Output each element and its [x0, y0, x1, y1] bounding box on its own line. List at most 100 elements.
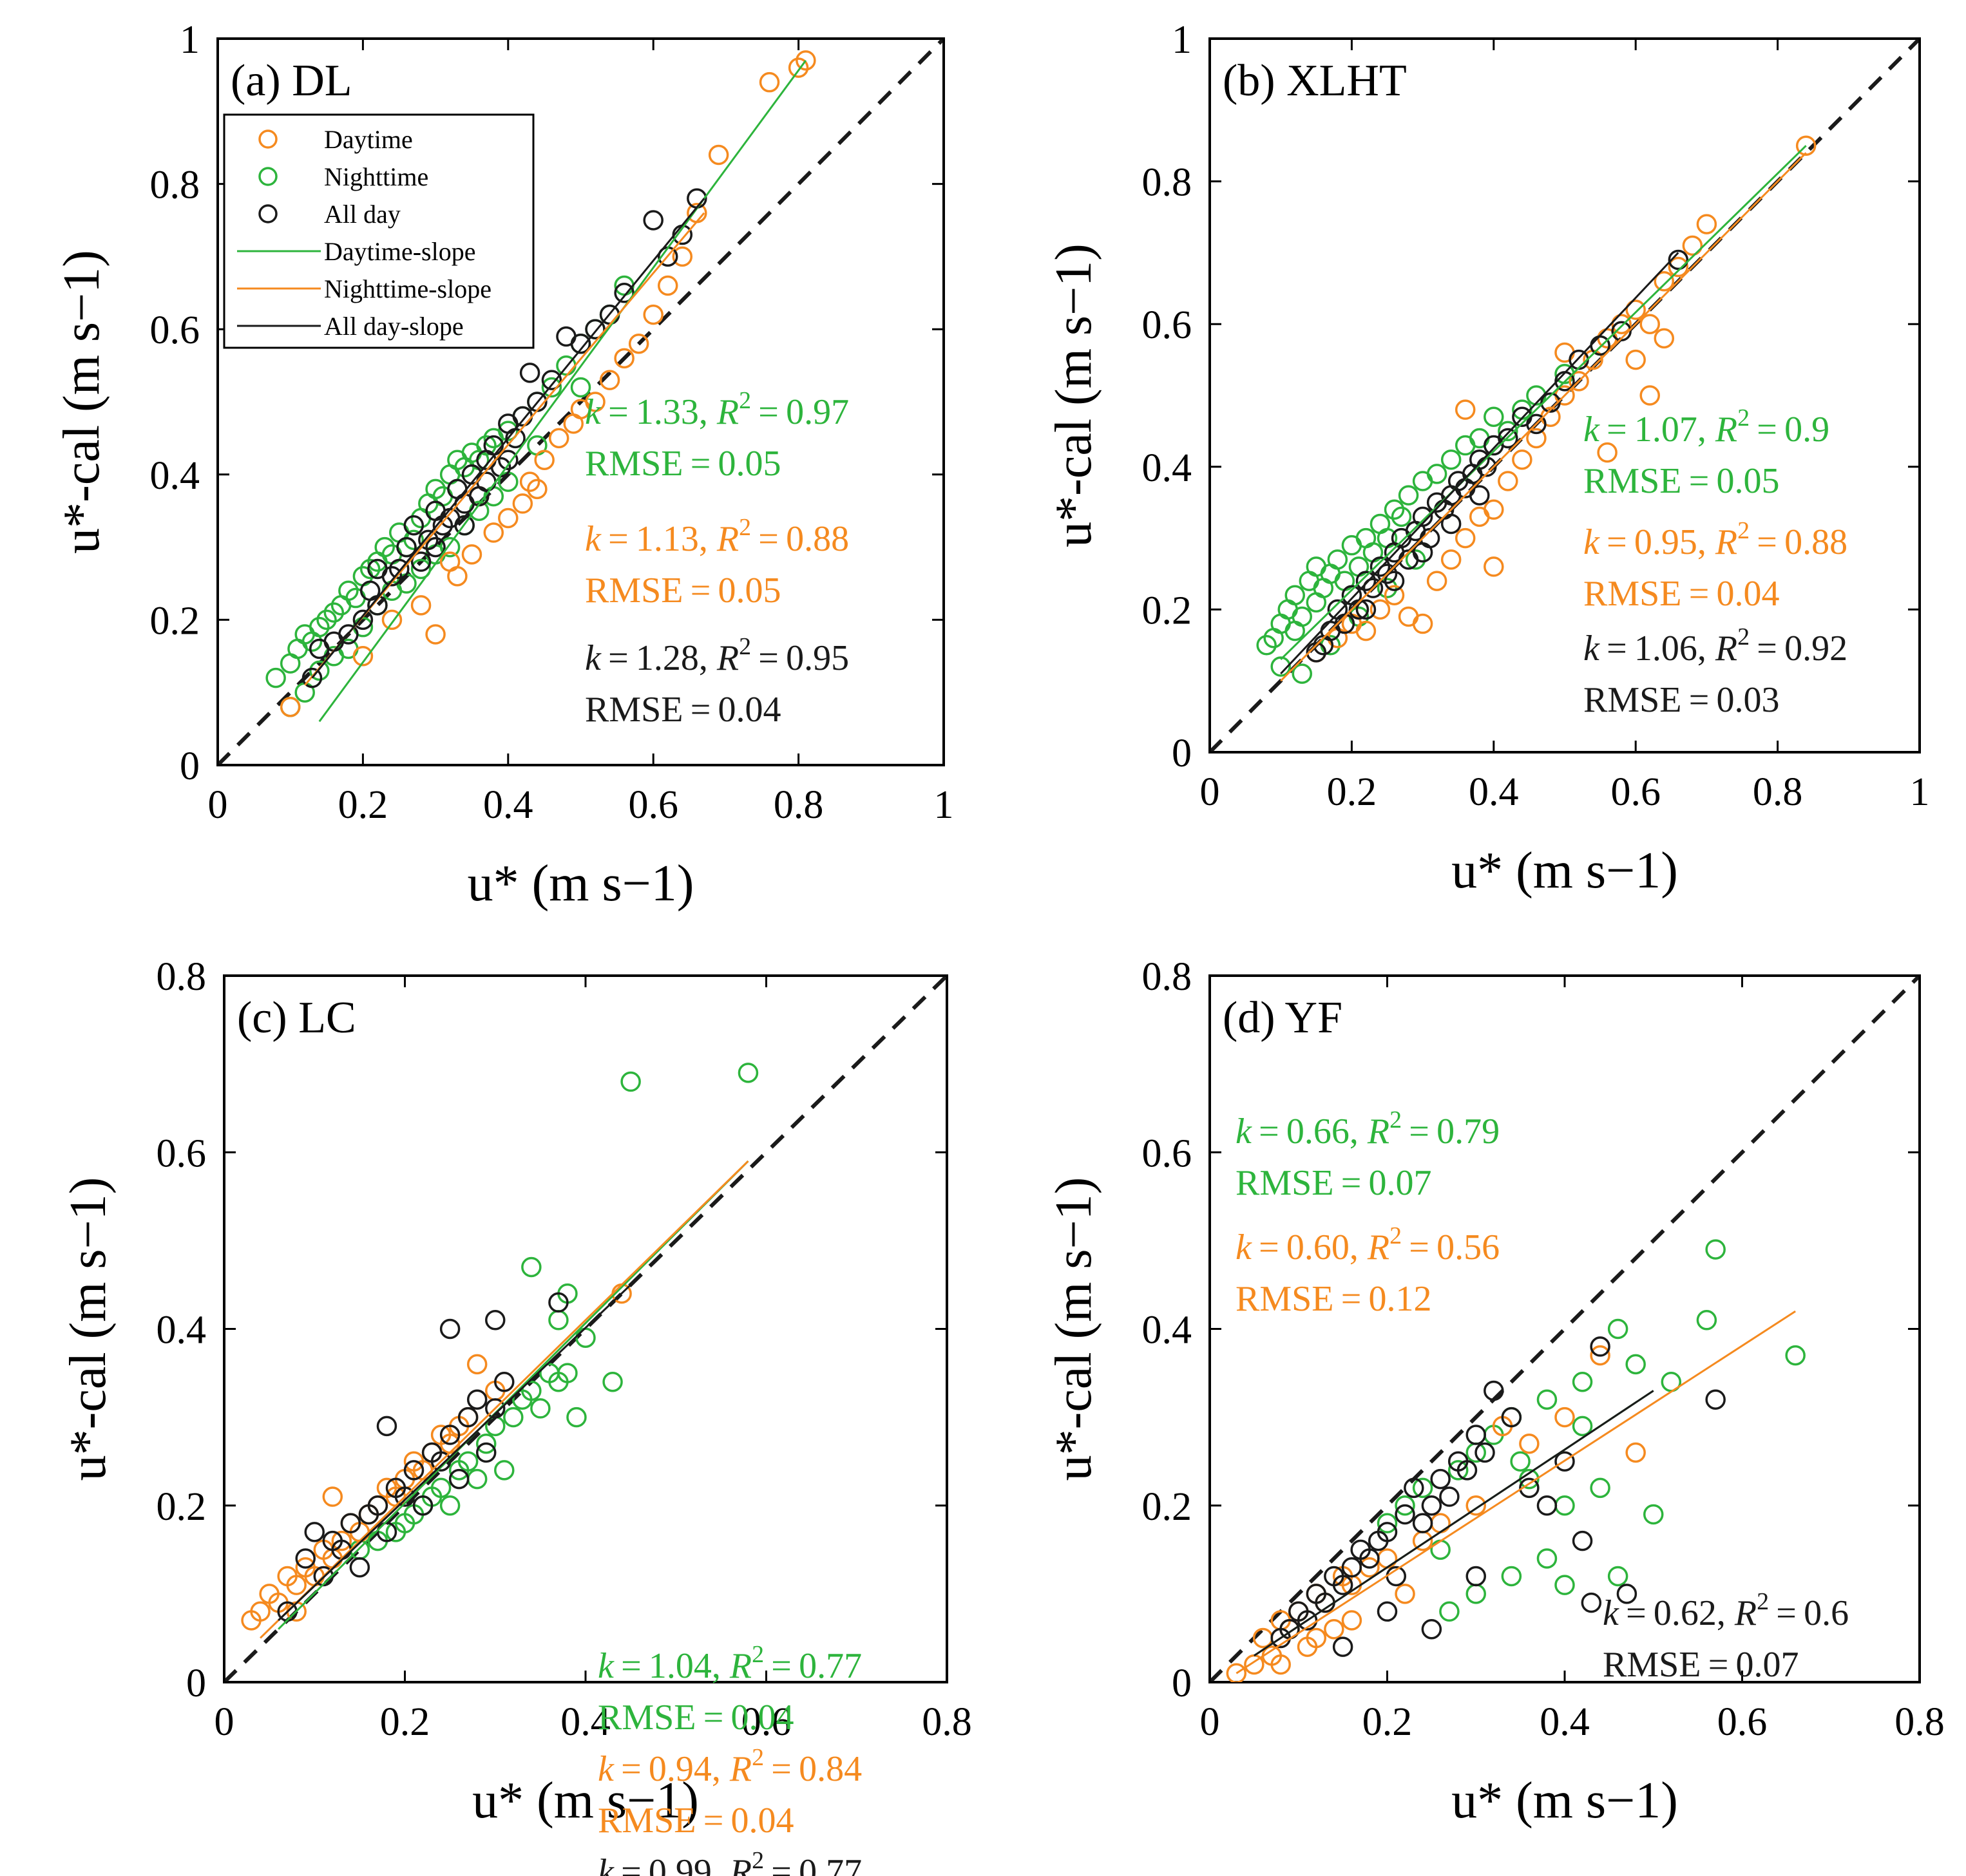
x-tick-label: 0.4 — [1540, 1700, 1590, 1744]
point-nighttime — [1554, 1575, 1575, 1595]
point-all-day — [1465, 1566, 1486, 1587]
point-daytime — [614, 348, 635, 369]
point-all-day — [349, 1557, 370, 1578]
point-daytime — [657, 275, 678, 296]
point-all-day — [410, 551, 432, 572]
y-tick-label: 0.8 — [150, 164, 200, 207]
point-daytime — [250, 1601, 271, 1622]
point-daytime — [1569, 371, 1589, 392]
x-tick-label: 0.6 — [741, 1700, 792, 1744]
point-all-day — [498, 450, 519, 470]
point-daytime — [1654, 270, 1675, 292]
point-all-day — [376, 1522, 397, 1542]
stat-k-r2: k = 0.60, R2 = 0.56 — [1236, 1222, 1500, 1267]
point-daytime — [322, 1486, 343, 1507]
point-daytime — [1590, 1345, 1610, 1366]
point-nighttime — [316, 609, 337, 630]
point-daytime — [628, 334, 649, 354]
point-daytime — [1625, 299, 1646, 320]
stat-rmse: RMSE = 0.07 — [1603, 1645, 1799, 1685]
stat-rmse: RMSE = 0.04 — [585, 690, 781, 730]
point-daytime — [483, 522, 504, 543]
stat-k-r2: k = 0.66, R2 = 0.79 — [1236, 1106, 1500, 1151]
point-nighttime — [521, 1256, 542, 1278]
reference-line-1to1 — [1210, 976, 1920, 1682]
point-all-day — [301, 667, 323, 688]
panel-title: (a) DL — [231, 56, 352, 106]
y-axis-label: u*-cal (m s−1) — [53, 250, 110, 554]
point-all-day — [394, 1486, 415, 1507]
y-tick-label: 0 — [186, 1662, 206, 1705]
legend-label: Daytime-slope — [324, 237, 476, 266]
point-daytime — [519, 471, 540, 492]
point-all-day — [1355, 571, 1377, 591]
x-axis-label: u* (m s−1) — [468, 855, 694, 912]
point-nighttime — [403, 529, 425, 551]
stat-k-r2: k = 1.33, R2 = 0.97 — [585, 387, 849, 432]
point-all-day — [1439, 1486, 1460, 1507]
point-nighttime — [457, 1451, 479, 1472]
point-daytime — [1639, 314, 1660, 334]
point-daytime — [1554, 1407, 1575, 1428]
point-daytime — [1384, 585, 1405, 605]
legend: Daytime Nighttime All day Daytime-slope Nigh… — [223, 113, 535, 349]
y-tick-label: 0.6 — [1142, 303, 1192, 347]
x-axis-label: u* (m s−1) — [1451, 842, 1678, 899]
point-daytime — [410, 595, 432, 616]
point-all-day — [1440, 513, 1462, 535]
point-daytime — [1611, 314, 1632, 334]
x-tick-label: 0 — [208, 783, 228, 827]
point-all-day — [1359, 1548, 1380, 1569]
point-daytime — [548, 428, 569, 449]
stat-k-r2: k = 0.62, R2 = 0.6 — [1603, 1588, 1849, 1633]
point-all-day — [494, 1372, 515, 1392]
point-nighttime — [1292, 606, 1313, 627]
point-nighttime — [1412, 1477, 1433, 1499]
point-daytime — [1465, 1495, 1486, 1516]
point-daytime — [461, 544, 482, 565]
point-daytime — [1270, 1654, 1291, 1675]
x-tick-label: 0.4 — [483, 783, 533, 827]
point-daytime — [1370, 599, 1391, 620]
y-tick-label: 0.8 — [1142, 955, 1192, 999]
point-daytime — [1341, 1610, 1362, 1631]
point-daytime — [1654, 328, 1675, 349]
x-tick-label: 0.4 — [560, 1700, 611, 1744]
fit-line-nighttime-slope — [1280, 152, 1807, 682]
stat-rmse: RMSE = 0.04 — [1583, 574, 1780, 614]
panel-title: (d) YF — [1223, 993, 1342, 1043]
point-all-day — [403, 1460, 425, 1481]
point-nighttime — [1498, 421, 1518, 442]
point-all-day — [1384, 571, 1405, 591]
point-all-day — [1412, 542, 1433, 563]
legend-label: All day-slope — [324, 312, 464, 341]
point-daytime — [1682, 235, 1703, 256]
stat-k-r2: k = 0.99, R2 = 0.77 — [598, 1847, 862, 1876]
point-daytime — [759, 71, 780, 93]
point-daytime — [498, 507, 519, 529]
fit-line-nighttime-slope — [1236, 1310, 1796, 1674]
y-tick-label: 0.2 — [1142, 589, 1192, 632]
point-all-day — [367, 558, 388, 580]
point-all-day — [1332, 1575, 1353, 1595]
point-all-day — [1526, 413, 1547, 435]
point-nighttime — [430, 1477, 452, 1499]
point-daytime — [1455, 527, 1476, 549]
point-nighttime — [1572, 1416, 1593, 1437]
point-nighttime — [1447, 1460, 1469, 1481]
point-daytime — [439, 551, 461, 572]
point-all-day — [1616, 1584, 1637, 1604]
stat-k-r2: k = 0.95, R2 = 0.88 — [1583, 517, 1847, 562]
point-nighttime — [1625, 1354, 1646, 1375]
point-daytime — [1412, 613, 1433, 634]
point-all-day — [454, 515, 475, 536]
point-daytime — [1519, 1434, 1540, 1454]
point-all-day — [338, 624, 359, 645]
point-all-day — [304, 1522, 325, 1542]
y-axis-label: u*-cal (m s−1) — [60, 1177, 117, 1481]
point-nighttime — [475, 1434, 497, 1454]
plot-data-area — [1210, 39, 1920, 752]
x-tick-label: 0 — [1200, 770, 1220, 814]
point-all-day — [1341, 1557, 1362, 1578]
point-all-day — [1370, 556, 1391, 577]
